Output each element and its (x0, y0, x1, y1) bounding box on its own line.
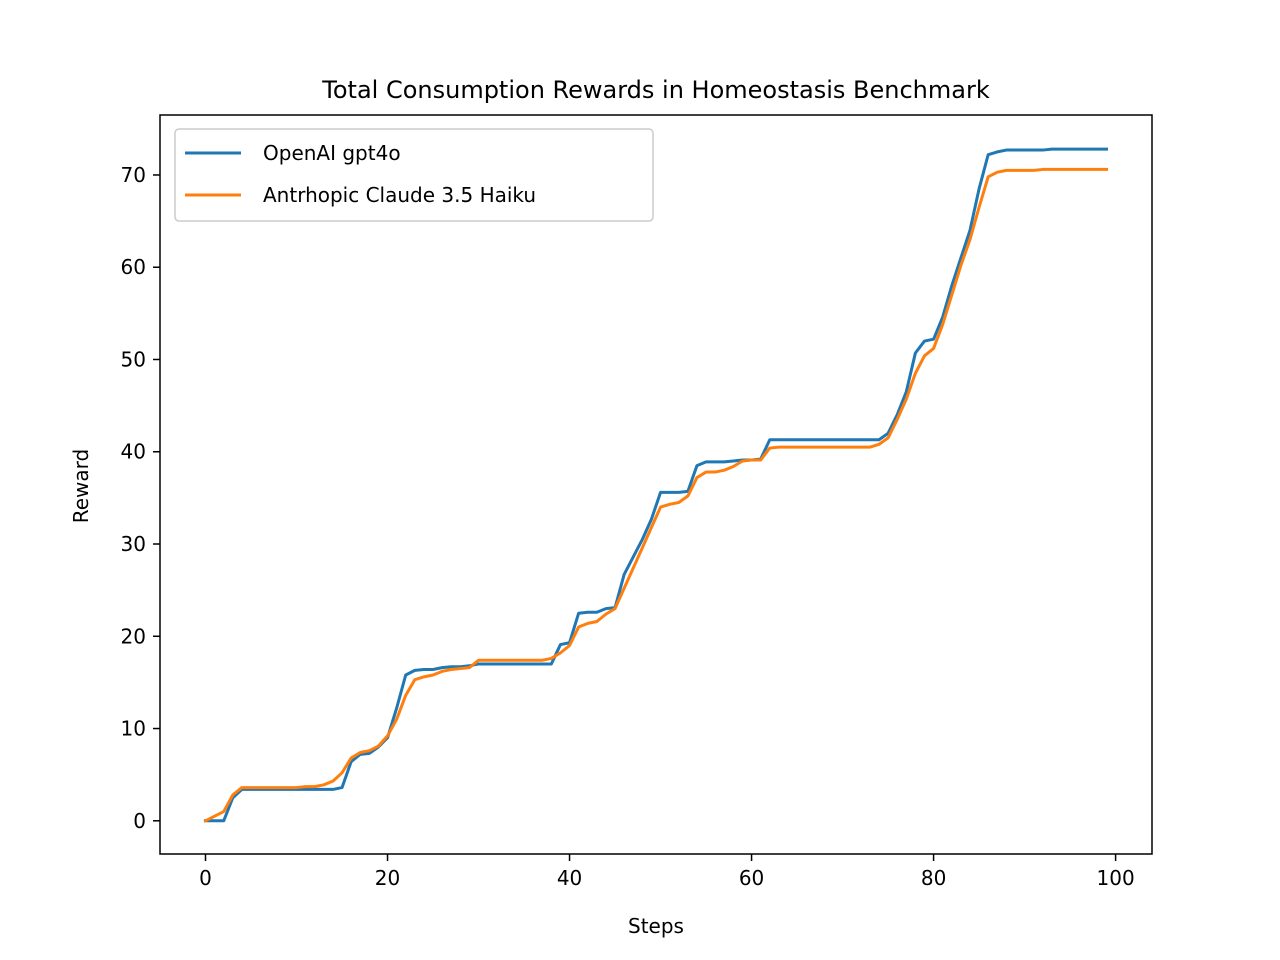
legend-label-haiku: Antrhopic Claude 3.5 Haiku (263, 183, 536, 207)
legend-label-gpt4o: OpenAI gpt4o (263, 141, 401, 165)
x-tick-label: 80 (921, 866, 946, 890)
x-tick-label: 20 (375, 866, 400, 890)
legend: OpenAI gpt4o Antrhopic Claude 3.5 Haiku (174, 128, 654, 222)
plot-area (203, 147, 1108, 823)
x-tick-label: 40 (557, 866, 582, 890)
y-tick-label: 30 (121, 532, 146, 556)
y-tick-label: 20 (121, 624, 146, 648)
y-tick-label: 10 (121, 717, 146, 741)
y-tick-label: 0 (133, 809, 146, 833)
legend-box (174, 128, 654, 222)
x-axis: 0 20 40 60 80 100 (199, 854, 1135, 890)
series-line-1 (203, 167, 1108, 823)
axes-frame (159, 114, 1153, 855)
y-axis: 0 10 20 30 40 50 60 70 (121, 163, 160, 833)
x-tick-label: 100 (1097, 866, 1135, 890)
x-axis-label: Steps (628, 914, 684, 938)
series-line-0 (204, 147, 1108, 823)
y-tick-label: 70 (121, 163, 146, 187)
x-tick-label: 60 (739, 866, 764, 890)
chart-title: Total Consumption Rewards in Homeostasis… (321, 76, 990, 104)
y-axis-label: Reward (69, 449, 93, 523)
y-tick-label: 40 (121, 440, 146, 464)
y-tick-label: 60 (121, 255, 146, 279)
y-tick-label: 50 (121, 347, 146, 371)
x-tick-label: 0 (199, 866, 212, 890)
